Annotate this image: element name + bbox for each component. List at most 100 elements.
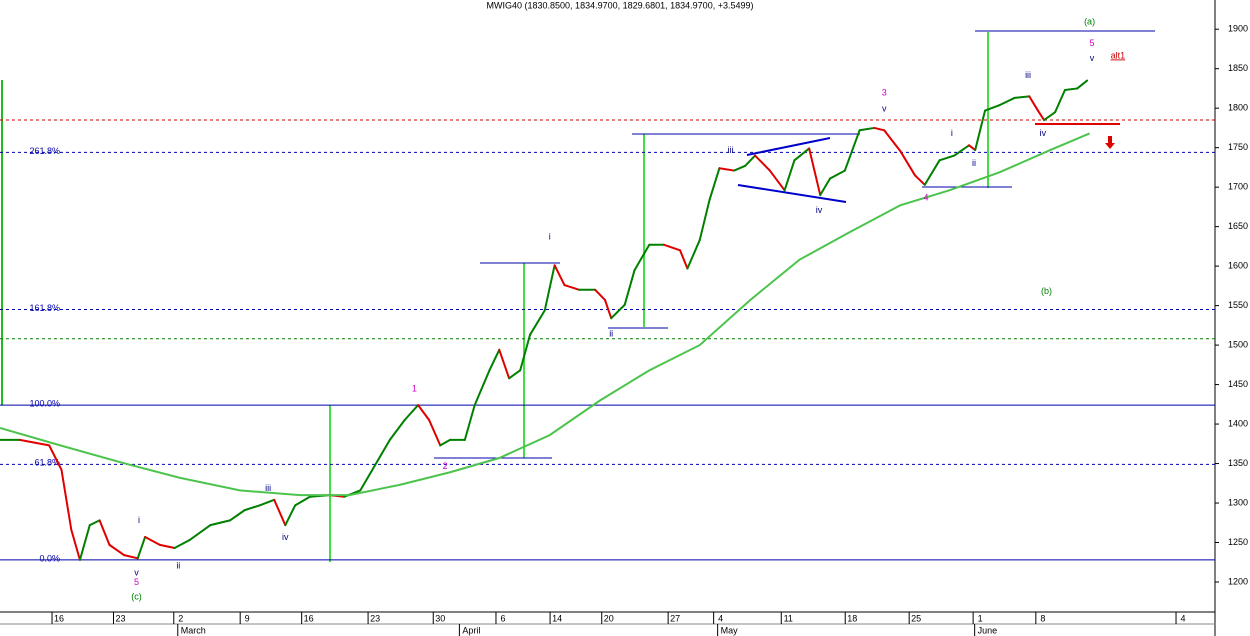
price-segment bbox=[633, 243, 651, 272]
price-segment bbox=[793, 147, 811, 162]
wave-label: alt1 bbox=[1111, 50, 1126, 60]
x-tick-label: 4 bbox=[1181, 613, 1186, 623]
price-segment bbox=[708, 167, 721, 201]
price-segment bbox=[18, 438, 51, 447]
wave-label: i bbox=[549, 231, 551, 241]
price-segment bbox=[1043, 111, 1057, 122]
price-segment bbox=[258, 498, 276, 507]
price-segment bbox=[768, 169, 786, 192]
price-segment bbox=[808, 147, 822, 197]
price-segment bbox=[754, 154, 771, 172]
x-tick-label: 2 bbox=[178, 613, 183, 623]
month-label: June bbox=[978, 625, 998, 635]
down-arrow bbox=[1105, 136, 1115, 149]
price-segment bbox=[417, 404, 431, 422]
wave-label: 3 bbox=[882, 88, 887, 98]
price-segment bbox=[984, 104, 1001, 112]
price-segment bbox=[158, 543, 176, 550]
price-segment bbox=[1028, 95, 1039, 112]
wave-label: v bbox=[1090, 53, 1095, 63]
x-tick-label: 1 bbox=[978, 613, 983, 623]
price-segment bbox=[953, 144, 971, 157]
price-segment bbox=[136, 535, 147, 560]
wave-label: (c) bbox=[131, 591, 142, 601]
price-segment bbox=[968, 144, 977, 152]
price-segment bbox=[604, 299, 613, 320]
price-segment bbox=[698, 198, 711, 242]
y-tick-label: 1800 bbox=[1228, 103, 1248, 113]
reference-label: 161.8% bbox=[29, 303, 60, 313]
wave-label: 1 bbox=[412, 384, 417, 394]
price-segment bbox=[498, 348, 511, 380]
wave-drawings bbox=[1, 30, 1155, 562]
x-tick-label: 30 bbox=[435, 613, 445, 623]
price-segment bbox=[1054, 89, 1066, 114]
x-tick-label: 16 bbox=[54, 613, 64, 623]
price-segment bbox=[188, 524, 212, 542]
y-tick-label: 1600 bbox=[1228, 260, 1248, 270]
price-segment bbox=[439, 438, 452, 447]
price-segment bbox=[718, 167, 736, 172]
wave-label: ii bbox=[609, 328, 613, 338]
price-segment bbox=[428, 419, 442, 447]
price-segment bbox=[228, 509, 246, 522]
x-tick-label: 6 bbox=[500, 613, 505, 623]
price-segment bbox=[899, 149, 916, 177]
wave-label: (a) bbox=[1084, 16, 1095, 26]
price-segment bbox=[543, 264, 556, 312]
price-segment bbox=[843, 129, 861, 172]
price-segment bbox=[243, 504, 261, 512]
price-segment bbox=[88, 519, 101, 527]
reference-label: 100.0% bbox=[29, 398, 60, 408]
price-segment bbox=[974, 109, 987, 152]
y-tick-label: 1200 bbox=[1228, 576, 1248, 586]
x-tick-label: 20 bbox=[604, 613, 614, 623]
y-tick-label: 1500 bbox=[1228, 339, 1248, 349]
x-tick-label: 16 bbox=[304, 613, 314, 623]
wave-label: v bbox=[882, 103, 887, 113]
price-segment bbox=[686, 239, 701, 270]
wave-label: (b) bbox=[1041, 286, 1052, 296]
price-segment bbox=[473, 369, 491, 407]
wave-label: iv bbox=[282, 532, 289, 542]
price-segment bbox=[48, 444, 63, 471]
wave-label: iii bbox=[1025, 70, 1031, 80]
y-tick-label: 1900 bbox=[1228, 24, 1248, 34]
wave-label: iv bbox=[816, 205, 823, 215]
x-tick-label: 9 bbox=[245, 613, 250, 623]
price-segment bbox=[883, 129, 902, 152]
y-tick-label: 1300 bbox=[1228, 497, 1248, 507]
price-segment bbox=[284, 504, 297, 527]
reference-label: 0.0% bbox=[39, 553, 60, 563]
price-segment bbox=[1013, 95, 1031, 99]
x-tick-label: 18 bbox=[847, 613, 857, 623]
price-segment bbox=[679, 249, 689, 270]
price-segment bbox=[610, 303, 626, 320]
price-segment bbox=[663, 243, 682, 252]
price-segment bbox=[108, 543, 126, 557]
price-segment bbox=[563, 284, 581, 291]
price-segment bbox=[819, 177, 832, 197]
wave-label: ii bbox=[176, 561, 180, 571]
price-segment bbox=[938, 154, 956, 162]
reference-label: 261.8% bbox=[29, 146, 60, 156]
x-tick-label: 11 bbox=[784, 613, 793, 623]
trend-line bbox=[737, 184, 847, 203]
price-segment bbox=[529, 309, 546, 336]
wave-label: iii bbox=[727, 145, 733, 155]
wave-label: iii bbox=[265, 483, 271, 493]
chart-title: MWIG40 (1830.8500, 1834.9700, 1829.6801,… bbox=[487, 0, 754, 10]
moving-average bbox=[0, 132, 1090, 497]
price-segment bbox=[78, 524, 91, 561]
trend-line bbox=[746, 137, 831, 156]
y-tick-label: 1750 bbox=[1228, 142, 1248, 152]
wave-label: 5 bbox=[1090, 38, 1095, 48]
price-segment bbox=[873, 126, 886, 132]
wave-label: 2 bbox=[443, 461, 448, 471]
price-segment bbox=[403, 404, 420, 422]
y-tick-label: 1400 bbox=[1228, 418, 1248, 428]
price-segment bbox=[913, 174, 926, 186]
x-tick-label: 27 bbox=[670, 613, 680, 623]
wave-label: 4 bbox=[923, 193, 928, 203]
price-segment bbox=[923, 159, 941, 186]
